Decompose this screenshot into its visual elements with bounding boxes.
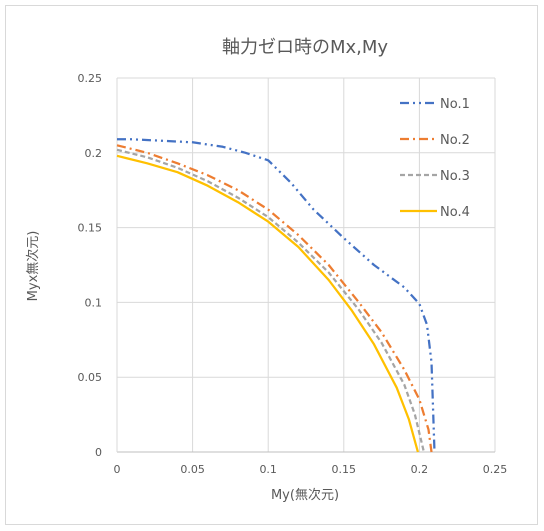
x-axis-title: My(無次元) [271,487,339,503]
legend-label: No.4 [440,205,470,220]
y-tick-label: 0.15 [78,222,103,235]
series-line-no4 [116,154,419,453]
x-tick-label: 0 [114,463,121,476]
y-tick-label: 0 [95,446,102,459]
y-tick-label: 0.25 [78,72,103,85]
x-tick-label: 0.15 [332,463,357,476]
x-tick-label: 0.25 [483,463,508,476]
chart-title: 軸力ゼロ時のMx,My [222,37,388,58]
legend: No.1 No.2 No.3 No.4 [400,97,470,220]
x-tick-label: 0.1 [259,463,277,476]
x-tick-label: 0.05 [180,463,205,476]
axes [116,78,495,453]
legend-label: No.3 [440,169,470,184]
legend-label: No.1 [440,97,470,112]
y-tick-label: 0.2 [85,147,103,160]
series-line-no3 [116,148,425,453]
legend-label: No.2 [440,133,470,148]
y-tick-label: 0.1 [85,296,103,309]
x-tick-label: 0.2 [411,463,429,476]
y-axis-title: Myx無次元) [25,231,41,302]
tick-labels: 0 0.05 0.1 0.15 0.2 0.25 0 0.05 0.1 0.15 0.2 0.25 [78,72,508,476]
chart-area [5,5,538,525]
y-tick-label: 0.05 [78,371,103,384]
series-line-no1 [117,138,436,453]
series-lines [116,138,436,453]
series-line-no2 [116,144,433,453]
gridlines [116,77,496,453]
